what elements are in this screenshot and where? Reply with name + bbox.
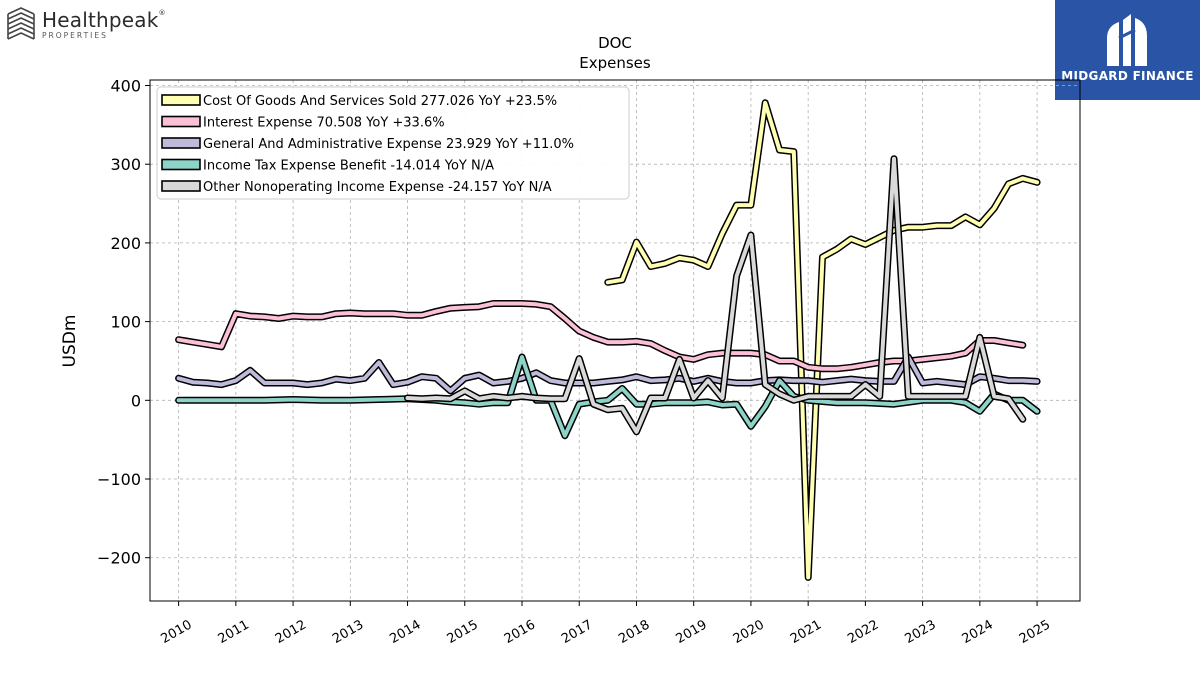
y-axis-label: USDm bbox=[60, 315, 80, 368]
y-tick-label: −100 bbox=[97, 470, 141, 489]
x-tick-label: 2011 bbox=[216, 617, 252, 647]
brand-subtitle: PROPERTIES bbox=[42, 31, 108, 41]
series-line-outline bbox=[604, 99, 1041, 581]
y-tick-label: 300 bbox=[110, 155, 141, 174]
y-tick-label: 400 bbox=[110, 77, 141, 96]
x-tick-label: 2014 bbox=[387, 617, 423, 647]
x-tick-label: 2013 bbox=[330, 617, 366, 647]
legend-swatch bbox=[161, 158, 201, 171]
x-tick-label: 2021 bbox=[788, 617, 824, 647]
x-tick-label: 2016 bbox=[502, 617, 538, 647]
badge-text: MIDGARD FINANCE bbox=[1061, 69, 1194, 83]
series-2 bbox=[175, 300, 1027, 373]
y-tick-label: 200 bbox=[110, 234, 141, 253]
x-tick-label: 2012 bbox=[273, 617, 309, 647]
x-tick-label: 2023 bbox=[902, 617, 938, 647]
midgard-logo-icon bbox=[1107, 14, 1147, 66]
legend-swatch bbox=[161, 137, 201, 149]
healthpeak-mark-icon bbox=[7, 7, 35, 40]
legend: Cost Of Goods And Services Sold 277.026 … bbox=[156, 86, 630, 200]
x-tick-label: 2025 bbox=[1017, 617, 1053, 647]
series-3 bbox=[175, 353, 1041, 395]
legend-entry: Cost Of Goods And Services Sold 277.026 … bbox=[203, 94, 557, 109]
series-4 bbox=[175, 353, 1041, 440]
legend-entry: Other Nonoperating Income Expense -24.15… bbox=[203, 180, 552, 195]
legend-swatch bbox=[161, 180, 201, 192]
legend-entry: Interest Expense 70.508 YoY +33.6% bbox=[203, 116, 445, 131]
legend-swatch bbox=[161, 115, 201, 128]
brand-mark: ® bbox=[158, 9, 166, 18]
chart-subtitle: Expenses bbox=[579, 54, 651, 72]
x-tick-label: 2022 bbox=[845, 617, 881, 647]
x-tick-label: 2020 bbox=[731, 617, 767, 647]
x-tick-label: 2018 bbox=[616, 617, 652, 647]
midgard-finance-badge: MIDGARD FINANCE bbox=[1055, 0, 1200, 100]
x-tick-label: 2017 bbox=[559, 617, 595, 647]
y-tick-label: 100 bbox=[110, 313, 141, 332]
legend-entry: General And Administrative Expense 23.92… bbox=[203, 137, 574, 152]
series-5 bbox=[404, 155, 1027, 436]
series-line bbox=[176, 355, 1040, 393]
legend-entry: Income Tax Expense Benefit -14.014 YoY N… bbox=[203, 159, 494, 174]
series-lines bbox=[175, 99, 1041, 581]
legend-swatch bbox=[161, 94, 201, 106]
y-tick-label: 0 bbox=[131, 391, 141, 410]
x-tick-label: 2019 bbox=[674, 617, 710, 647]
x-tick-label: 2010 bbox=[158, 617, 194, 647]
series-line bbox=[605, 100, 1040, 580]
legend-box bbox=[156, 86, 630, 200]
plot-frame bbox=[149, 79, 1081, 602]
series-line bbox=[405, 156, 1025, 434]
chart-title: DOC bbox=[598, 34, 632, 52]
x-tick-label: 2015 bbox=[445, 617, 481, 647]
series-1 bbox=[604, 99, 1041, 581]
series-line bbox=[176, 355, 1040, 438]
x-tick-label: 2024 bbox=[960, 617, 996, 647]
healthpeak-logo: Healthpeak® PROPERTIES bbox=[6, 6, 166, 44]
y-tick-label: −200 bbox=[97, 549, 141, 568]
brand-name: Healthpeak bbox=[42, 8, 159, 33]
